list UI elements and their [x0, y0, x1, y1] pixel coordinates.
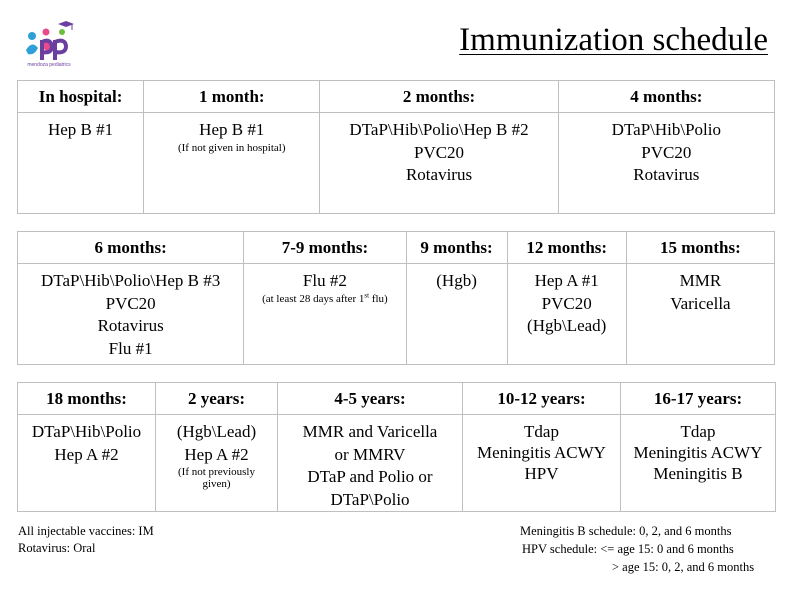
- table-row: Hep B #1 Hep B #1 (If not given in hospi…: [16, 112, 776, 214]
- vaccine-cell: MMR and Varicella or MMRV DTaP and Polio…: [277, 414, 463, 512]
- vaccine-cell: Hep B #1: [16, 112, 145, 214]
- vaccine-note: given): [202, 478, 231, 490]
- vaccine-line: DTaP\Polio: [330, 489, 410, 509]
- vaccine-line: Meningitis ACWY: [477, 443, 606, 462]
- table-header-row: In hospital: 1 month: 2 months: 4 months…: [16, 80, 776, 113]
- column-header: 9 months:: [405, 231, 508, 264]
- note-text: flu): [369, 292, 388, 305]
- table-header-row: 18 months: 2 years: 4-5 years: 10-12 yea…: [17, 382, 776, 415]
- vaccine-cell: DTaP\Hib\Polio Hep A #2: [17, 414, 156, 512]
- vaccine-line: Tdap: [680, 422, 716, 441]
- vaccine-cell: DTaP\Hib\Polio\Hep B #3 PVC20 Rotavirus …: [16, 263, 245, 365]
- vaccine-line: Hep B #1: [47, 120, 114, 139]
- vaccine-note: (If not given in hospital): [177, 141, 286, 154]
- vaccine-cell: MMR Varicella: [625, 263, 776, 365]
- footnote-line: Rotavirus: Oral: [18, 541, 96, 555]
- vaccine-line: Meningitis ACWY: [633, 443, 763, 462]
- vaccine-line: HPV: [524, 464, 559, 483]
- vaccine-cell: Flu #2 (at least 28 days after 1st flu): [243, 263, 407, 365]
- vaccine-line: Rotavirus: [97, 316, 164, 335]
- footnote-menb-schedule: Meningitis B schedule: 0, 2, and 6 month…: [520, 524, 732, 538]
- vaccine-cell: (Hgb\Lead) Hep A #2 (If not previously g…: [155, 414, 278, 512]
- note-text: (at least 28 days after 1: [262, 292, 365, 305]
- vaccine-line: PVC20: [541, 293, 592, 313]
- vaccine-note: (at least 28 days after 1st flu): [244, 290, 405, 305]
- column-header: 1 month:: [143, 80, 321, 113]
- table-row: DTaP\Hib\Polio Hep A #2 (Hgb\Lead) Hep A…: [17, 414, 776, 512]
- table-row: DTaP\Hib\Polio\Hep B #3 PVC20 Rotavirus …: [16, 263, 776, 365]
- logo-text: mendoza pediatrics: [27, 62, 71, 68]
- vaccine-line: PVC20: [413, 142, 465, 162]
- vaccine-cell: Hep B #1 (If not given in hospital): [143, 112, 321, 214]
- vaccine-line: Hep A #2: [54, 444, 119, 464]
- vaccine-line: PVC20: [641, 142, 692, 162]
- vaccine-line: DTaP\Hib\Polio\Hep B #2: [349, 120, 529, 139]
- column-header: 15 months:: [625, 231, 776, 264]
- column-header: 18 months:: [17, 382, 156, 415]
- schedule-table-infant: In hospital: 1 month: 2 months: 4 months…: [16, 80, 776, 214]
- vaccine-cell: Tdap Meningitis ACWY HPV: [462, 414, 621, 512]
- mendoza-pediatrics-logo: mendoza pediatrics: [22, 20, 76, 70]
- table-header-row: 6 months: 7-9 months: 9 months: 12 month…: [16, 231, 776, 264]
- vaccine-line: MMR: [679, 271, 722, 290]
- vaccine-note: (If not previously: [178, 466, 255, 478]
- column-header: 7-9 months:: [243, 231, 407, 264]
- vaccine-line: (Hgb\Lead): [176, 422, 257, 441]
- vaccine-cell: DTaP\Hib\Polio\Hep B #2 PVC20 Rotavirus: [319, 112, 559, 214]
- vaccine-line: Meningitis B: [653, 464, 743, 483]
- vaccine-line: Rotavirus: [633, 165, 700, 184]
- schedule-table-child-teen: 18 months: 2 years: 4-5 years: 10-12 yea…: [17, 382, 776, 512]
- footnote-hpv-schedule-older: > age 15: 0, 2, and 6 months: [612, 560, 755, 574]
- column-header: In hospital:: [16, 80, 145, 113]
- column-header: 16-17 years:: [620, 382, 776, 415]
- vaccine-line: Rotavirus: [405, 165, 473, 184]
- column-header: 2 months:: [319, 80, 559, 113]
- column-header: 4-5 years:: [277, 382, 463, 415]
- column-header: 10-12 years:: [462, 382, 621, 415]
- vaccine-line: DTaP and Polio or: [307, 467, 433, 486]
- note-superscript: st: [364, 290, 370, 299]
- page-title: Immunization schedule: [459, 22, 768, 58]
- vaccine-line: Hep A #1: [534, 271, 599, 290]
- vaccine-line: (Hgb): [436, 271, 477, 290]
- vaccine-cell: DTaP\Hib\Polio PVC20 Rotavirus: [557, 112, 776, 214]
- vaccine-line: or MMRV: [334, 444, 406, 464]
- vaccine-line: Hep A #2: [184, 444, 249, 464]
- column-header: 12 months:: [506, 231, 627, 264]
- vaccine-cell: (Hgb): [405, 263, 508, 365]
- vaccine-line: (Hgb\Lead): [527, 316, 607, 335]
- vaccine-line: DTaP\Hib\Polio: [31, 422, 142, 441]
- vaccine-line: Tdap: [524, 422, 559, 441]
- vaccine-cell: Tdap Meningitis ACWY Meningitis B: [620, 414, 776, 512]
- vaccine-line: DTaP\Hib\Polio\Hep B #3: [41, 271, 221, 290]
- vaccine-line: Varicella: [670, 293, 731, 313]
- footnote-hpv-schedule: HPV schedule: <= age 15: 0 and 6 months: [522, 542, 734, 556]
- column-header: 6 months:: [16, 231, 245, 264]
- column-header: 2 years:: [155, 382, 278, 415]
- vaccine-line: Flu #1: [108, 338, 153, 358]
- schedule-table-toddler: 6 months: 7-9 months: 9 months: 12 month…: [16, 231, 776, 365]
- vaccine-line: Flu #2: [302, 271, 347, 290]
- vaccine-line: Hep B #1: [199, 120, 265, 139]
- vaccine-cell: Hep A #1 PVC20 (Hgb\Lead): [506, 263, 627, 365]
- footnote-route: All injectable vaccines: IM Rotavirus: O…: [18, 523, 154, 557]
- footnote-line: All injectable vaccines: IM: [18, 524, 154, 538]
- vaccine-line: MMR and Varicella: [302, 422, 438, 441]
- vaccine-line: DTaP\Hib\Polio: [611, 120, 721, 139]
- logo-graphic: mendoza pediatrics: [26, 21, 74, 68]
- column-header: 4 months:: [557, 80, 776, 113]
- vaccine-line: PVC20: [105, 293, 156, 313]
